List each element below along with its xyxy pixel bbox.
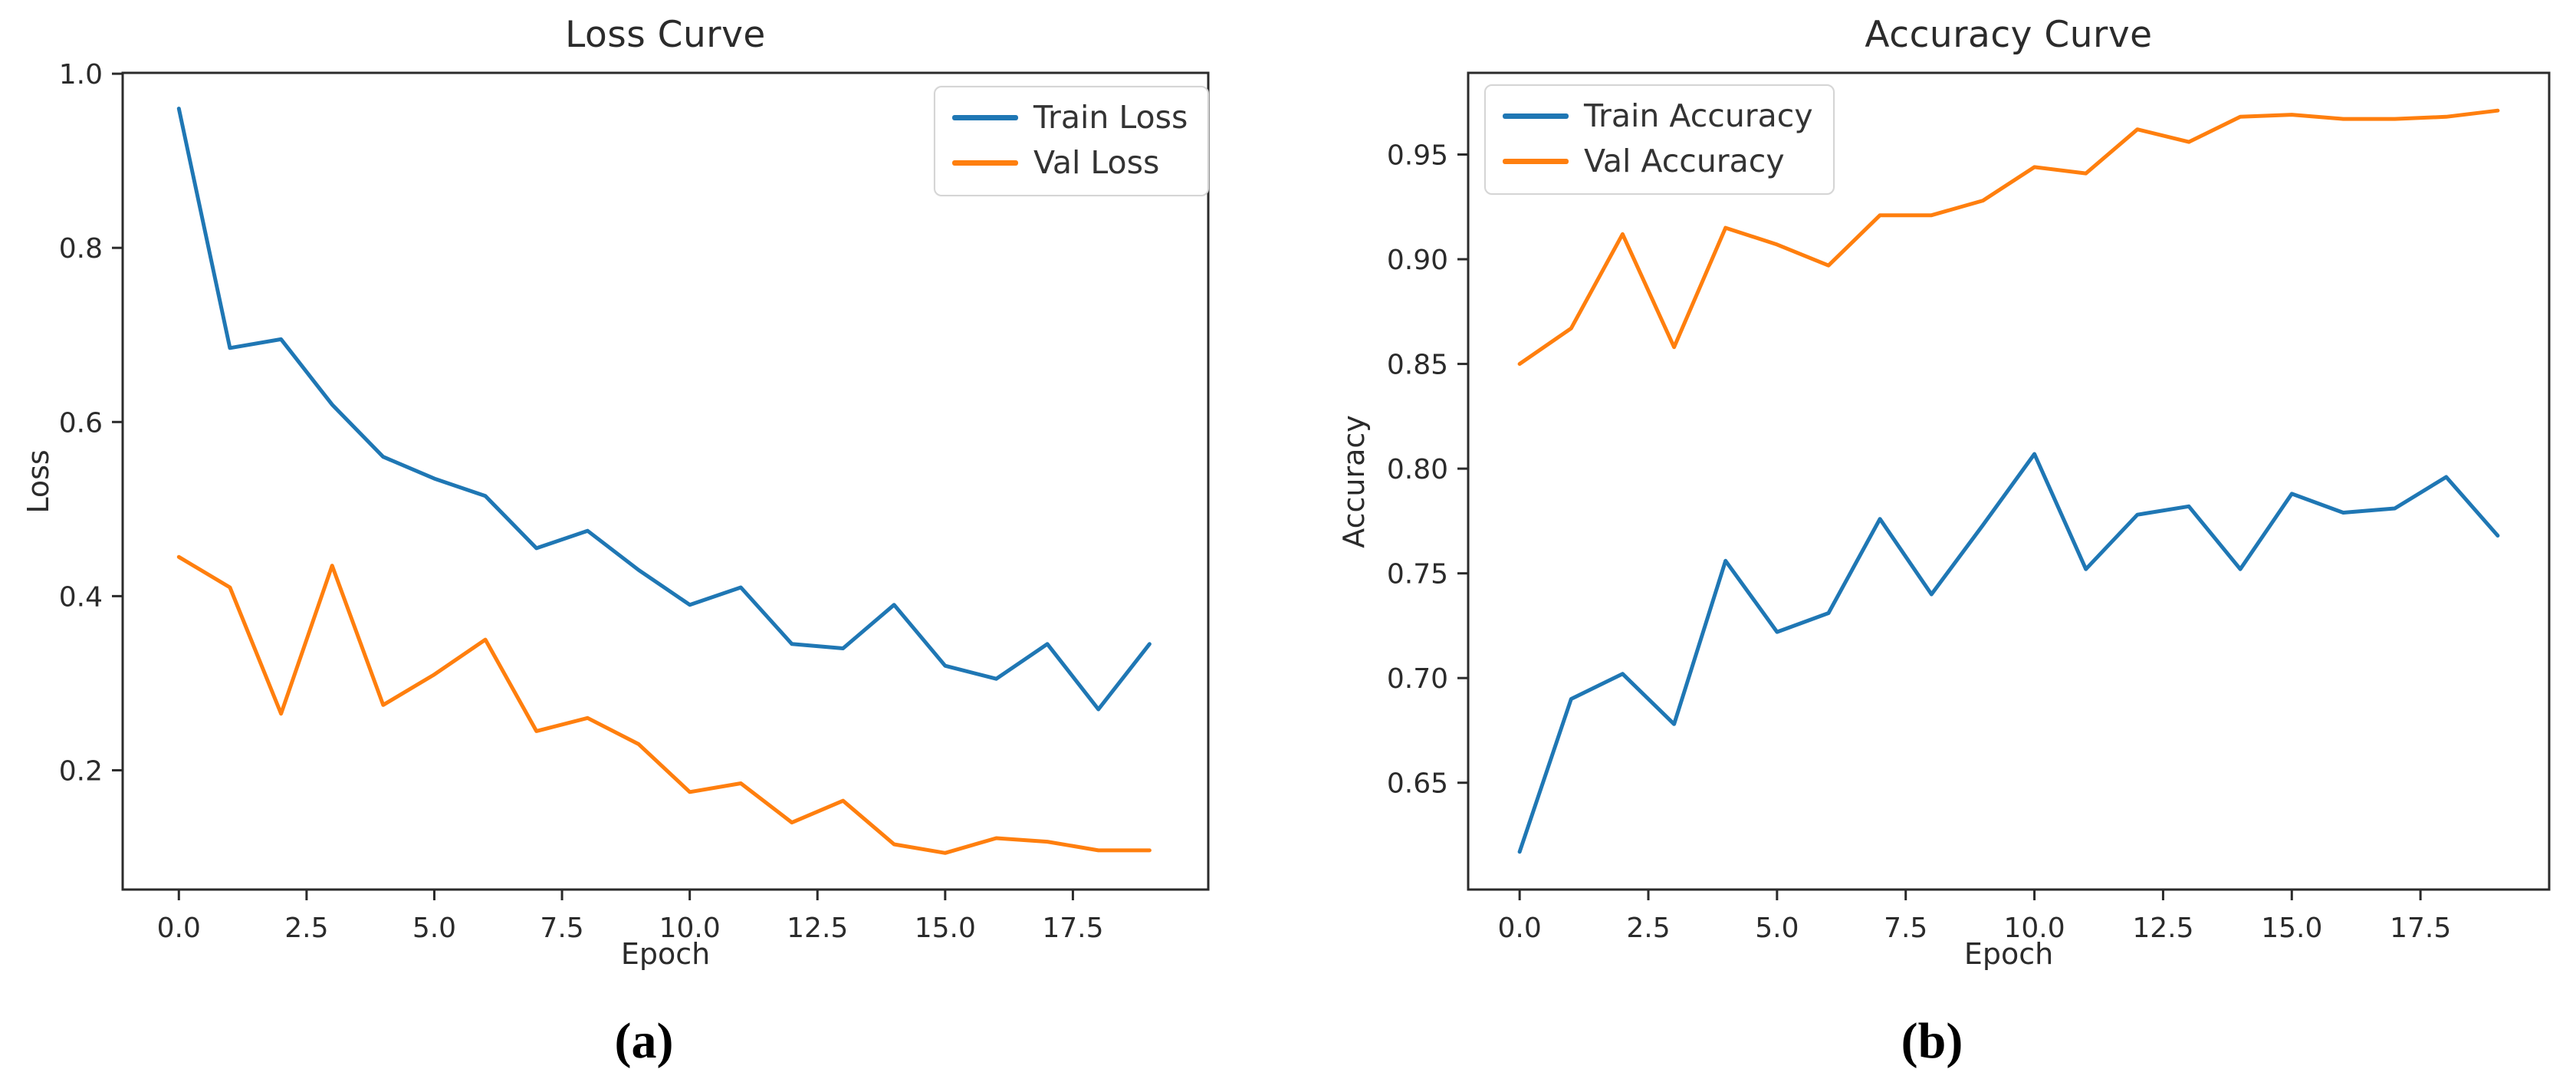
accuracy-y-axis-label: Accuracy bbox=[1337, 415, 1371, 548]
accuracy-chart-panel: 0.65 0.70 0.75 0.80 0.85 0.90 0.95 0.0 2.5 5.0 7.5… bbox=[1288, 0, 2576, 1092]
legend-label: Train Loss bbox=[1033, 99, 1188, 136]
y-tick-label: 0.70 bbox=[1387, 663, 1448, 695]
x-tick-label: 5.0 bbox=[412, 913, 456, 944]
y-tick-label: 0.85 bbox=[1387, 350, 1448, 381]
accuracy-chart-canvas: 0.65 0.70 0.75 0.80 0.85 0.90 0.95 0.0 2.5 5.0 7.5… bbox=[1387, 71, 2551, 944]
y-tick-label: 0.95 bbox=[1387, 140, 1448, 172]
y-tick-label: 0.75 bbox=[1387, 559, 1448, 590]
val-accuracy-line-swatch bbox=[1503, 159, 1569, 165]
y-tick-label: 0.80 bbox=[1387, 454, 1448, 485]
y-tick-label: 0.4 bbox=[59, 581, 103, 613]
loss-x-axis-label: Epoch bbox=[620, 937, 711, 971]
y-tick-label: 0.65 bbox=[1387, 768, 1448, 800]
x-tick-label: 0.0 bbox=[157, 913, 201, 944]
x-tick-label: 15.0 bbox=[915, 913, 976, 944]
legend-label: Val Loss bbox=[1033, 144, 1160, 182]
accuracy-legend: Train Accuracy Val Accuracy bbox=[1484, 84, 1835, 196]
legend-item-train-accuracy: Train Accuracy bbox=[1503, 97, 1813, 134]
x-tick-label: 0.0 bbox=[1498, 913, 1542, 944]
y-tick-label: 0.90 bbox=[1387, 245, 1448, 276]
train-loss-line-swatch bbox=[952, 115, 1018, 121]
x-tick-label: 10.0 bbox=[659, 913, 721, 944]
val-loss-line-swatch bbox=[952, 160, 1018, 166]
plot-border bbox=[1467, 71, 2551, 891]
y-tick-label: 1.0 bbox=[59, 59, 103, 90]
x-tick-label: 5.0 bbox=[1755, 913, 1799, 944]
legend-item-train-loss: Train Loss bbox=[952, 99, 1188, 136]
legend-label: Val Accuracy bbox=[1584, 143, 1785, 180]
legend-label: Train Accuracy bbox=[1584, 97, 1813, 134]
loss-y-axis-label: Loss bbox=[21, 449, 55, 514]
x-tick-label: 7.5 bbox=[1884, 913, 1927, 944]
series-line-train-accuracy bbox=[1517, 452, 2500, 854]
x-tick-label: 2.5 bbox=[1626, 913, 1670, 944]
loss-chart-title: Loss Curve bbox=[565, 14, 766, 56]
accuracy-x-axis-label: Epoch bbox=[1963, 937, 2054, 971]
y-tick-label: 0.8 bbox=[59, 233, 103, 265]
series-line-train-loss bbox=[176, 107, 1152, 712]
y-tick-label: 0.2 bbox=[59, 755, 103, 787]
series-line-val-accuracy bbox=[1517, 108, 2500, 367]
x-tick-label: 12.5 bbox=[787, 913, 848, 944]
x-tick-label: 2.5 bbox=[284, 913, 328, 944]
loss-chart-canvas: 0.2 0.4 0.6 0.8 1.0 0.0 2.5 5.0 7.5 10.0 12.5 15.0 1… bbox=[59, 59, 1210, 944]
train-accuracy-line-swatch bbox=[1503, 113, 1569, 120]
series-line-val-loss bbox=[176, 554, 1152, 855]
x-tick-label: 15.0 bbox=[2261, 913, 2322, 944]
y-tick-label: 0.6 bbox=[59, 407, 103, 439]
legend-item-val-accuracy: Val Accuracy bbox=[1503, 143, 1813, 179]
subfigure-caption-b: (b) bbox=[1901, 1013, 1963, 1069]
plot-border bbox=[121, 71, 1210, 891]
accuracy-chart-title: Accuracy Curve bbox=[1865, 14, 2153, 56]
x-tick-label: 10.0 bbox=[2003, 913, 2065, 944]
loss-chart-panel: 0.2 0.4 0.6 0.8 1.0 0.0 2.5 5.0 7.5 10.0 12.5 15.0 1… bbox=[21, 14, 1210, 1069]
x-tick-label: 17.5 bbox=[1042, 913, 1103, 944]
subfigure-caption-a: (a) bbox=[614, 1013, 674, 1069]
x-tick-label: 7.5 bbox=[540, 913, 583, 944]
loss-legend: Train Loss Val Loss bbox=[934, 86, 1210, 197]
legend-item-val-loss: Val Loss bbox=[952, 144, 1188, 182]
x-tick-label: 12.5 bbox=[2132, 913, 2193, 944]
x-tick-label: 17.5 bbox=[2390, 913, 2451, 944]
